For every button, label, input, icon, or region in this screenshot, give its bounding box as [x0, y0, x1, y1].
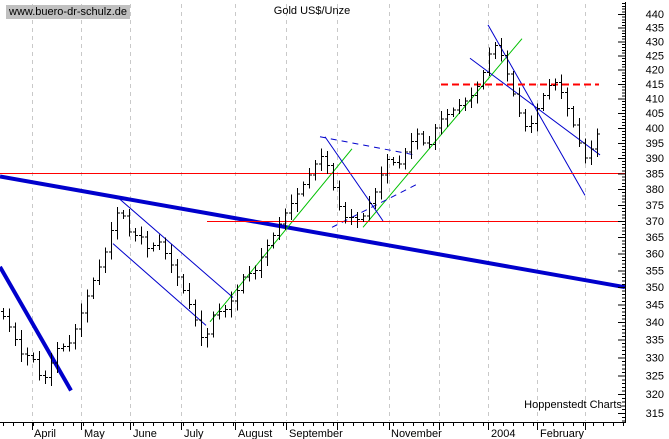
credit-label: Hoppenstedt Charts	[524, 399, 622, 411]
y-axis-label: 440	[646, 9, 664, 21]
y-axis-label: 385	[646, 168, 664, 180]
y-axis-label: 400	[646, 123, 664, 135]
y-axis-label: 370	[646, 216, 664, 228]
x-axis-label: November	[391, 428, 442, 439]
trend-line	[112, 243, 207, 326]
y-axis-label: 415	[646, 79, 664, 91]
y-axis-label: 380	[646, 184, 664, 196]
y-axis-label: 350	[646, 282, 664, 294]
trend-line	[319, 136, 416, 156]
x-axis-label: June	[133, 428, 157, 439]
y-axis-label: 420	[646, 65, 664, 77]
trend-line	[0, 265, 73, 392]
watermark-label: www.buero-dr-schulz.de	[6, 5, 130, 19]
y-axis-label: 320	[646, 389, 664, 401]
y-axis-label: 405	[646, 108, 664, 120]
y-axis-label: 330	[646, 352, 664, 364]
trend-line	[0, 174, 626, 290]
y-axis-label: 365	[646, 232, 664, 244]
x-axis-label: April	[34, 428, 56, 439]
y-axis-label: 410	[646, 93, 664, 105]
y-axis-label: 315	[646, 408, 664, 420]
y-axis-label: 375	[646, 200, 664, 212]
y-axis-label: 325	[646, 371, 664, 383]
y-axis-label: 390	[646, 153, 664, 165]
x-axis-label: September	[289, 428, 343, 439]
y-axis-label: 340	[646, 317, 664, 329]
y-axis-label: 425	[646, 50, 664, 62]
trend-line	[487, 24, 586, 196]
y-axis-label: 345	[646, 299, 664, 311]
trend-line	[469, 57, 601, 156]
y-axis-label: 335	[646, 335, 664, 347]
y-axis-label: 395	[646, 138, 664, 150]
x-axis-label: February	[540, 428, 585, 439]
y-axis-label: 435	[646, 23, 664, 35]
y-axis-label: 430	[646, 36, 664, 48]
trend-line	[118, 198, 234, 298]
page-title: Gold US$/Unze	[273, 5, 351, 17]
x-axis-label: August	[238, 428, 272, 439]
x-axis-label: May	[84, 428, 105, 439]
trend-line	[362, 38, 523, 228]
y-axis-label: 355	[646, 265, 664, 277]
x-axis-label: July	[184, 428, 204, 439]
trend-line	[209, 148, 353, 323]
y-axis-label: 360	[646, 249, 664, 261]
x-axis-label: 2004	[491, 428, 515, 439]
